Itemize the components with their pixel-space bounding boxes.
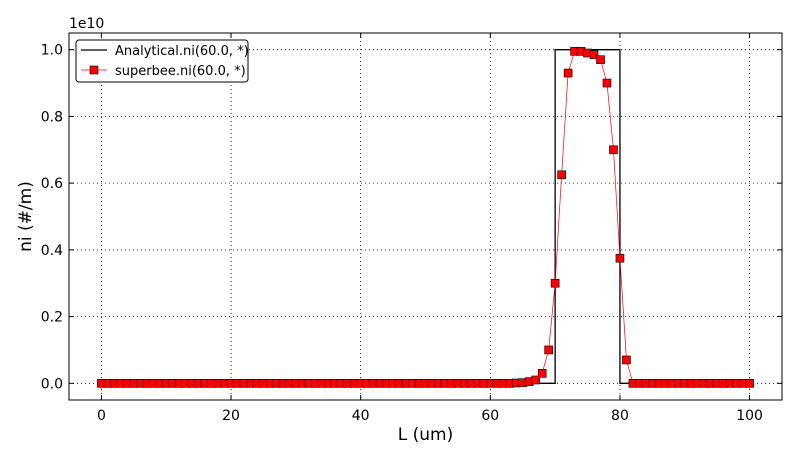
data-point [616,254,624,262]
data-point [538,369,546,377]
y-tick-label: 0.0 [41,376,63,392]
data-point [564,69,572,77]
data-point [545,346,553,354]
y-tick-label: 0.2 [41,310,63,326]
x-tick-label: 60 [481,408,499,424]
legend: Analytical.ni(60.0, *) superbee.ni(60.0,… [76,40,249,82]
x-tick-label: 20 [222,408,240,424]
x-tick-label: 80 [611,408,629,424]
plot-area [69,33,782,400]
y-tick-label: 0.6 [41,176,63,192]
y-tick-label: 1.0 [41,43,63,59]
legend-marker-superbee [90,66,98,74]
legend-label-analytical: Analytical.ni(60.0, *) [115,44,249,59]
y-axis-label: ni (#/m) [16,181,36,252]
x-tick-label: 40 [352,408,370,424]
data-point [622,356,630,364]
x-tick-label: 0 [97,408,106,424]
y-tick-label: 0.8 [41,109,63,125]
data-point [597,56,605,64]
data-point [609,146,617,154]
legend-label-superbee: superbee.ni(60.0, *) [115,64,246,79]
data-point [746,379,754,387]
data-point [603,79,611,87]
data-point [551,279,559,287]
x-axis-label: L (um) [398,425,453,445]
x-tick-label: 100 [736,408,763,424]
data-point [558,171,566,179]
y-offset-label: 1e10 [69,16,104,32]
y-tick-label: 0.4 [41,243,63,259]
